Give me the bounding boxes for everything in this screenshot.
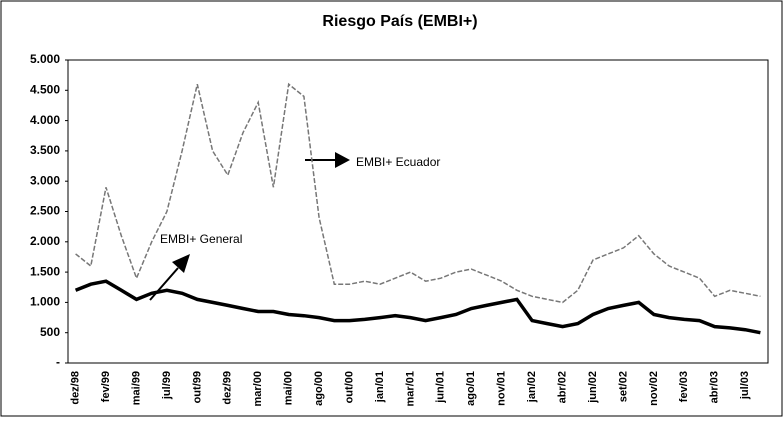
y-tick-label: 1.000 — [30, 295, 60, 309]
x-tick-label: jul/03 — [739, 371, 751, 400]
x-tick-label: out/99 — [191, 371, 203, 403]
series-line — [75, 82, 761, 304]
x-tick-label: jan/01 — [374, 371, 386, 403]
x-tick-label: mai/99 — [130, 371, 142, 405]
x-tick-label: out/00 — [343, 371, 355, 403]
y-tick-label: 5.000 — [30, 52, 60, 66]
x-tick-label: mar/00 — [252, 371, 264, 406]
y-tick-label: 2.500 — [30, 204, 60, 218]
chart-title: Riesgo País (EMBI+) — [322, 13, 477, 30]
x-tick-label: dez/98 — [70, 371, 82, 405]
y-tick-label: 3.000 — [30, 173, 60, 187]
x-tick-label: dez/99 — [222, 371, 234, 405]
x-tick-label: mai/00 — [283, 371, 295, 405]
y-tick-label: 3.500 — [30, 143, 60, 157]
x-tick-label: ago/01 — [465, 371, 477, 406]
x-tick-label: nov/01 — [496, 371, 508, 406]
x-tick-label: fev/03 — [678, 371, 690, 402]
arrow-head — [335, 152, 350, 168]
x-tick-label: set/02 — [617, 371, 629, 402]
x-tick-label: jun/02 — [587, 371, 599, 404]
annotation: EMBI+ General — [160, 232, 242, 246]
x-tick-label: abr/03 — [709, 371, 721, 403]
x-tick-label: abr/02 — [556, 371, 568, 403]
series-line — [74, 279, 761, 335]
x-tick-label: jan/02 — [526, 371, 538, 403]
y-tick-label: 1.500 — [30, 264, 60, 278]
annotation: EMBI+ Ecuador — [356, 155, 440, 169]
arrow-head — [172, 254, 190, 273]
x-tick-label: mar/01 — [404, 371, 416, 406]
x-tick-label: jul/99 — [161, 371, 173, 400]
y-tick-label: 4.500 — [30, 82, 60, 96]
x-tick-label: nov/02 — [648, 371, 660, 406]
arrow — [149, 267, 179, 301]
y-tick-label: 500 — [40, 325, 60, 339]
y-tick-label: 2.000 — [30, 234, 60, 248]
x-tick-label: jun/01 — [435, 371, 447, 404]
x-tick-label: ago/00 — [313, 371, 325, 406]
y-tick-label: 4.000 — [30, 113, 60, 127]
x-tick-label: fev/99 — [100, 371, 112, 402]
y-tick-label: - — [56, 355, 60, 369]
